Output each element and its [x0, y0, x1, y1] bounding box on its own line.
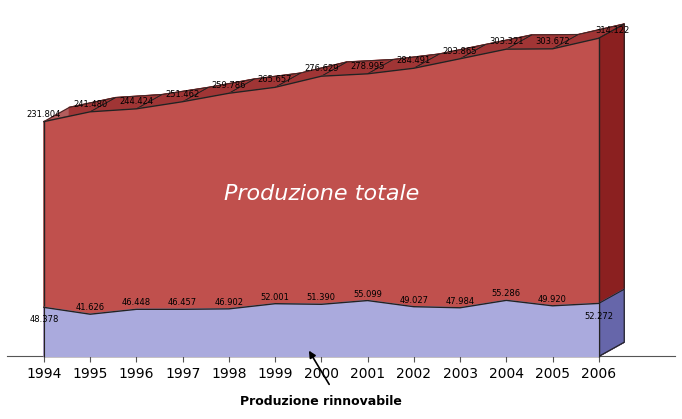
- Text: 47.984: 47.984: [445, 297, 475, 306]
- Text: 46.457: 46.457: [168, 298, 197, 307]
- Text: 251.462: 251.462: [166, 90, 200, 98]
- Text: 49.027: 49.027: [400, 296, 428, 305]
- Polygon shape: [321, 59, 393, 76]
- Text: 48.378: 48.378: [29, 316, 59, 324]
- Polygon shape: [414, 44, 486, 68]
- Text: 46.448: 46.448: [122, 298, 151, 307]
- Polygon shape: [44, 342, 624, 356]
- Text: Produzione totale: Produzione totale: [224, 184, 419, 204]
- Polygon shape: [90, 95, 162, 112]
- Text: 265.657: 265.657: [258, 75, 293, 84]
- Polygon shape: [70, 24, 624, 342]
- Text: 303.672: 303.672: [535, 37, 570, 46]
- Text: 51.390: 51.390: [307, 293, 336, 302]
- Text: 52.272: 52.272: [584, 311, 613, 321]
- Text: 303.321: 303.321: [489, 37, 524, 46]
- Polygon shape: [599, 24, 624, 356]
- Text: 293.865: 293.865: [443, 47, 477, 56]
- Text: 276.629: 276.629: [304, 64, 338, 73]
- Text: 55.099: 55.099: [353, 290, 382, 298]
- Polygon shape: [136, 88, 208, 109]
- Text: 278.995: 278.995: [351, 62, 385, 71]
- Text: 41.626: 41.626: [76, 303, 105, 312]
- Polygon shape: [70, 286, 624, 342]
- Polygon shape: [506, 35, 578, 49]
- Polygon shape: [460, 35, 532, 59]
- Text: 231.804: 231.804: [27, 109, 61, 119]
- Polygon shape: [368, 54, 439, 74]
- Polygon shape: [44, 98, 116, 122]
- Polygon shape: [229, 73, 301, 93]
- Text: 244.424: 244.424: [119, 97, 153, 106]
- Text: 49.920: 49.920: [538, 295, 567, 304]
- Text: 259.786: 259.786: [211, 81, 246, 90]
- Text: Produzione rinnovabile: Produzione rinnovabile: [241, 395, 402, 408]
- Polygon shape: [552, 24, 624, 49]
- Text: 46.902: 46.902: [214, 298, 243, 307]
- Polygon shape: [44, 300, 599, 356]
- Polygon shape: [599, 289, 624, 356]
- Polygon shape: [183, 79, 254, 102]
- Text: 55.286: 55.286: [492, 290, 521, 298]
- Polygon shape: [275, 62, 346, 87]
- Polygon shape: [44, 38, 599, 356]
- Text: 314.122: 314.122: [595, 26, 629, 35]
- Text: 52.001: 52.001: [261, 292, 290, 302]
- Text: 241.480: 241.480: [73, 100, 107, 109]
- Text: 284.491: 284.491: [397, 56, 431, 65]
